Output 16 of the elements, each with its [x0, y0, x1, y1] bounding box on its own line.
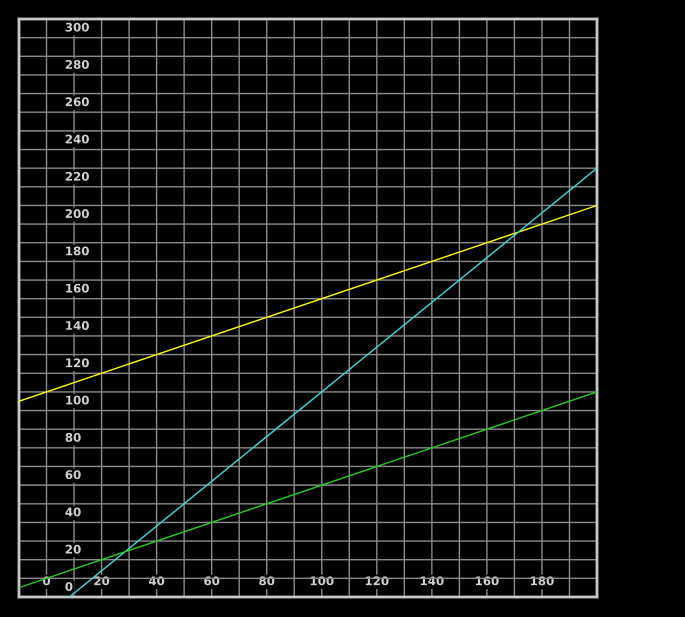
- y-tick-label: 140: [66, 321, 89, 330]
- y-tick-label: 260: [66, 97, 89, 106]
- y-tick-label: 200: [66, 209, 89, 218]
- y-tick-label: 240: [66, 134, 89, 144]
- y-tick-label: 80: [66, 432, 81, 442]
- y-tick-label: 40: [65, 507, 81, 516]
- y-tick-label: 0: [65, 582, 72, 592]
- y-tick-label: 220: [66, 172, 89, 181]
- y-tick-label: 280: [66, 60, 89, 69]
- y-tick-label: 100: [66, 396, 89, 405]
- y-tick-label: 160: [66, 284, 89, 293]
- y-tick-label: 120: [66, 358, 89, 368]
- y-tick-label: 180: [66, 246, 89, 256]
- y-tick-label: 300: [66, 22, 89, 32]
- y-tick-label: 60: [66, 470, 81, 480]
- y-tick-label: 20: [66, 544, 81, 554]
